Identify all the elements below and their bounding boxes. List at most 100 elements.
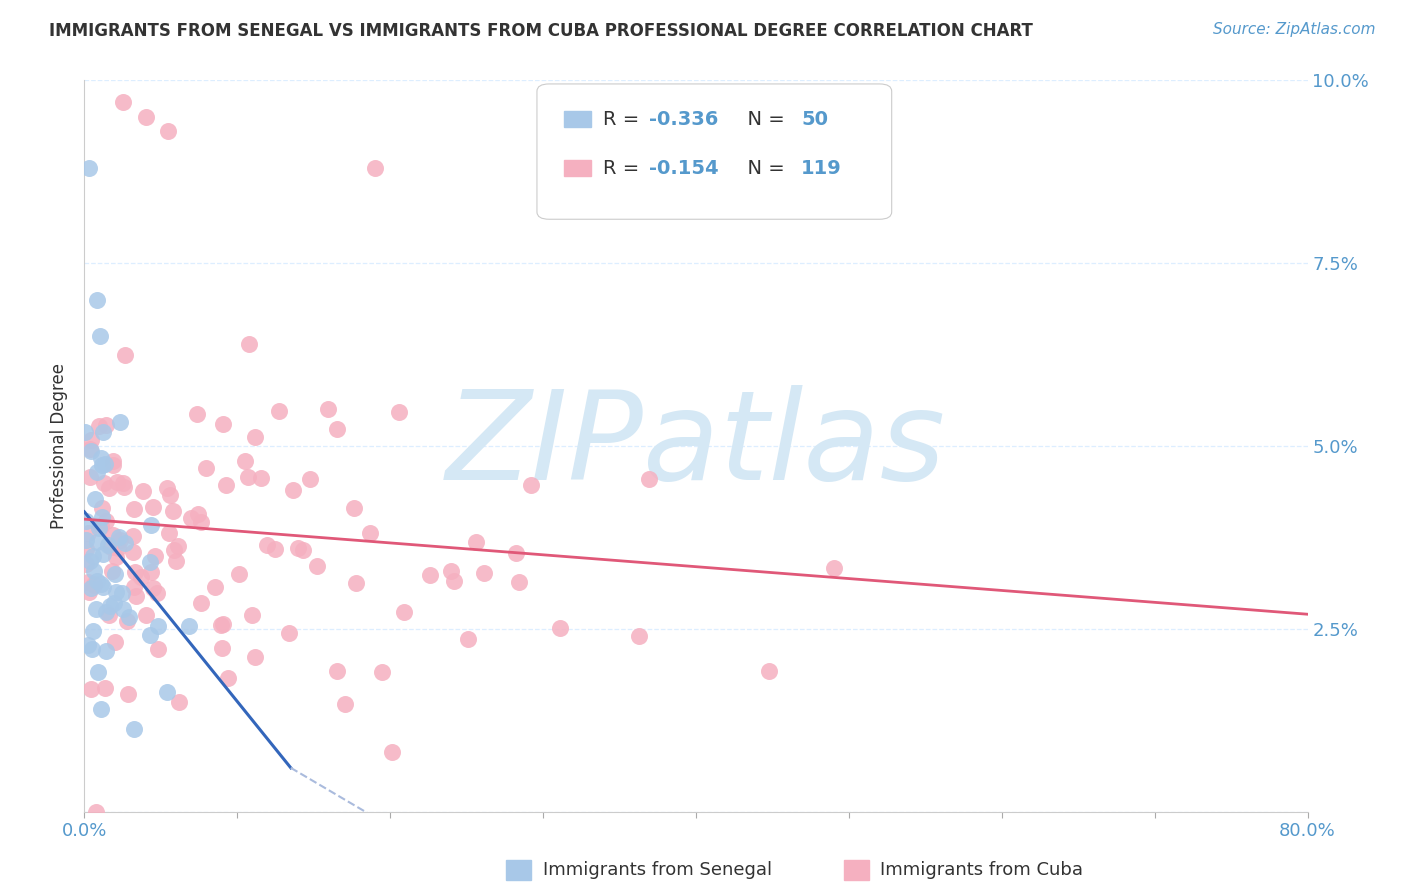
Point (228, 566, 250, 581)
Text: N =: N = (735, 110, 792, 128)
Point (344, 575, 367, 590)
Point (267, 404, 290, 418)
Point (73, 425, 96, 439)
Point (243, 650, 266, 665)
Point (112, 479, 135, 493)
Point (90, 577, 112, 591)
Point (190, 515, 212, 529)
Point (146, 586, 169, 600)
Point (335, 697, 357, 711)
Point (96, 644, 118, 658)
Point (104, 585, 127, 599)
Point (104, 566, 127, 581)
Point (79, 470, 101, 484)
Point (142, 500, 165, 515)
Point (104, 635, 127, 649)
Point (86, 465, 108, 479)
Point (115, 615, 138, 629)
Point (464, 535, 486, 549)
Point (139, 518, 162, 533)
Point (80, 582, 103, 596)
Point (90, 702, 112, 716)
Text: -0.154: -0.154 (650, 159, 718, 178)
Point (82, 549, 104, 563)
Point (108, 533, 131, 547)
Point (325, 664, 347, 678)
Point (75, 541, 97, 556)
Point (105, 475, 128, 490)
Point (141, 565, 163, 579)
Text: 119: 119 (801, 159, 842, 178)
Point (143, 549, 166, 563)
Point (508, 575, 530, 590)
Point (138, 555, 160, 569)
Point (89, 329, 111, 343)
Text: N =: N = (735, 159, 792, 178)
Bar (564, 160, 591, 176)
Point (97, 481, 120, 495)
Point (129, 570, 152, 584)
Point (108, 415, 131, 429)
Point (77, 585, 100, 599)
Point (122, 545, 145, 559)
Point (394, 605, 416, 619)
Point (91, 510, 114, 524)
Bar (564, 111, 591, 127)
Point (101, 564, 124, 578)
Point (628, 629, 651, 643)
Point (86, 665, 108, 679)
Point (135, 608, 157, 623)
Point (146, 619, 169, 633)
Text: Immigrants from Cuba: Immigrants from Cuba (880, 861, 1083, 879)
Point (125, 589, 148, 603)
Point (211, 616, 233, 631)
Point (209, 618, 232, 632)
Point (75, 558, 97, 572)
Point (139, 627, 162, 641)
Point (758, 664, 780, 678)
Point (93, 476, 115, 491)
Point (167, 695, 190, 709)
Point (212, 417, 235, 432)
Point (263, 542, 285, 557)
Point (77, 575, 100, 590)
Point (82, 624, 104, 638)
Point (107, 541, 129, 555)
Point (90, 458, 112, 473)
Point (101, 454, 124, 468)
Text: ZIPatlas: ZIPatlas (446, 385, 946, 507)
Point (86, 293, 108, 307)
Text: R =: R = (603, 159, 645, 178)
Point (195, 461, 218, 475)
Point (359, 525, 381, 540)
Point (823, 561, 845, 575)
Point (83, 492, 105, 507)
Point (342, 501, 364, 516)
Point (112, 476, 135, 491)
Point (299, 472, 322, 486)
Point (548, 621, 571, 635)
Point (94, 457, 117, 471)
Point (77, 526, 100, 541)
Point (111, 602, 134, 616)
Point (87, 521, 110, 535)
Point (179, 619, 201, 633)
Point (167, 539, 190, 553)
Point (287, 541, 309, 555)
Point (243, 429, 266, 443)
Text: -0.336: -0.336 (650, 110, 718, 128)
Point (86, 574, 108, 588)
Text: Immigrants from Senegal: Immigrants from Senegal (543, 861, 772, 879)
Point (101, 527, 124, 541)
Text: 50: 50 (801, 110, 828, 128)
Point (90, 500, 112, 515)
Point (238, 337, 260, 351)
Point (505, 546, 527, 560)
Point (91, 580, 114, 594)
Y-axis label: Professional Degree: Professional Degree (51, 363, 69, 529)
Point (87, 418, 110, 433)
Point (93, 425, 115, 440)
Point (472, 566, 495, 581)
Point (103, 596, 125, 610)
Point (86, 535, 108, 549)
